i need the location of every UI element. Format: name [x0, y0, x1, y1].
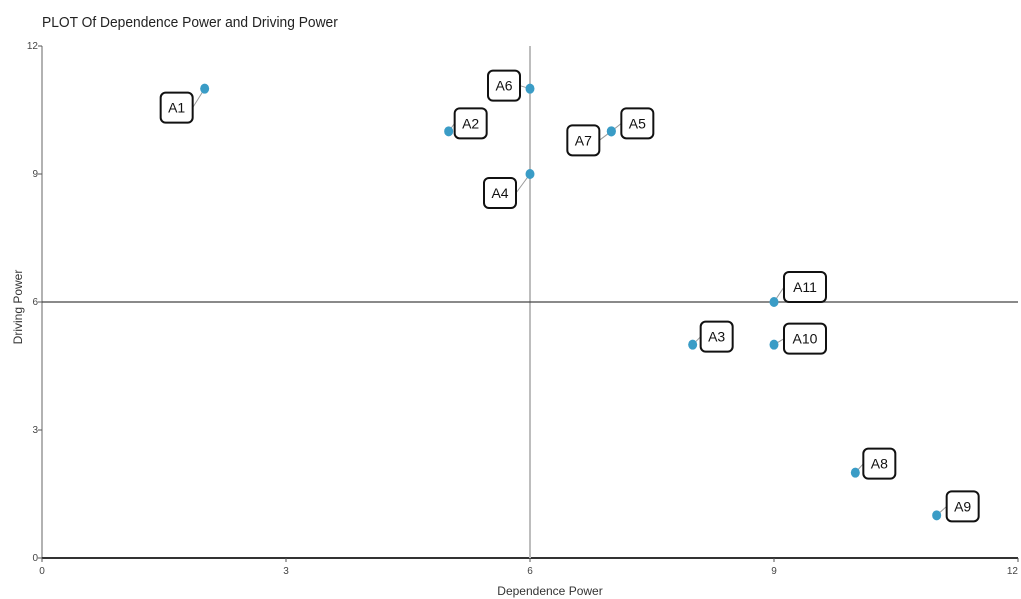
- point-label-box: [159, 91, 194, 124]
- data-point-a6: [525, 83, 535, 94]
- point-label: A5: [629, 115, 646, 131]
- point-label: A4: [491, 185, 508, 201]
- y-tick-label: 12: [27, 41, 39, 52]
- point-label-box: [483, 177, 517, 209]
- point-label: A10: [793, 331, 818, 347]
- point-label: A11: [793, 279, 817, 295]
- point-label-box: [862, 447, 897, 480]
- point-label-box: [453, 107, 488, 140]
- points-layer: A1 A2 A3 A4 A5 A6 A7 A8 A9 A10 A11: [159, 69, 980, 523]
- point-label-box: [620, 107, 655, 140]
- data-point-a8: [850, 467, 860, 478]
- point-label: A6: [495, 78, 512, 94]
- y-tick-label: 6: [32, 297, 38, 308]
- data-point-a11: [769, 297, 779, 307]
- y-tick-label: 0: [32, 553, 38, 564]
- axes-layer: 0 3 6 9 12 0 3 6 9 12 Dependence Power Driving Powe…: [11, 41, 1019, 598]
- y-axis-label: Driving Power: [11, 270, 25, 345]
- point-label: A7: [575, 132, 592, 148]
- data-point-a10: [769, 339, 779, 350]
- point-label: A3: [708, 329, 725, 345]
- y-tick-label: 3: [32, 425, 38, 436]
- data-point-a3: [688, 339, 698, 350]
- chart-title: PLOT Of Dependence Power and Driving Pow…: [42, 14, 338, 31]
- x-tick-label: 12: [1007, 566, 1019, 577]
- point-label: A8: [871, 456, 888, 472]
- x-axis-label: Dependence Power: [497, 584, 602, 598]
- x-tick-label: 0: [39, 566, 45, 577]
- point-label-box: [945, 490, 980, 523]
- point-label: A1: [168, 100, 185, 116]
- point-label-box: [566, 124, 601, 157]
- data-point-a2: [444, 126, 454, 137]
- point-label-box: [783, 271, 827, 303]
- data-point-a9: [932, 510, 942, 521]
- point-label: A2: [462, 115, 479, 131]
- x-tick-label: 3: [283, 566, 289, 577]
- data-point-a7: [606, 126, 616, 137]
- point-label-box: [699, 320, 734, 353]
- point-label-box: [783, 322, 827, 355]
- point-label-box: [487, 69, 521, 102]
- data-point-a1: [200, 83, 210, 94]
- y-tick-label: 9: [32, 169, 38, 180]
- x-tick-label: 6: [527, 566, 533, 577]
- data-point-a4: [525, 169, 535, 179]
- point-label: A9: [954, 498, 971, 514]
- x-tick-label: 9: [771, 566, 777, 577]
